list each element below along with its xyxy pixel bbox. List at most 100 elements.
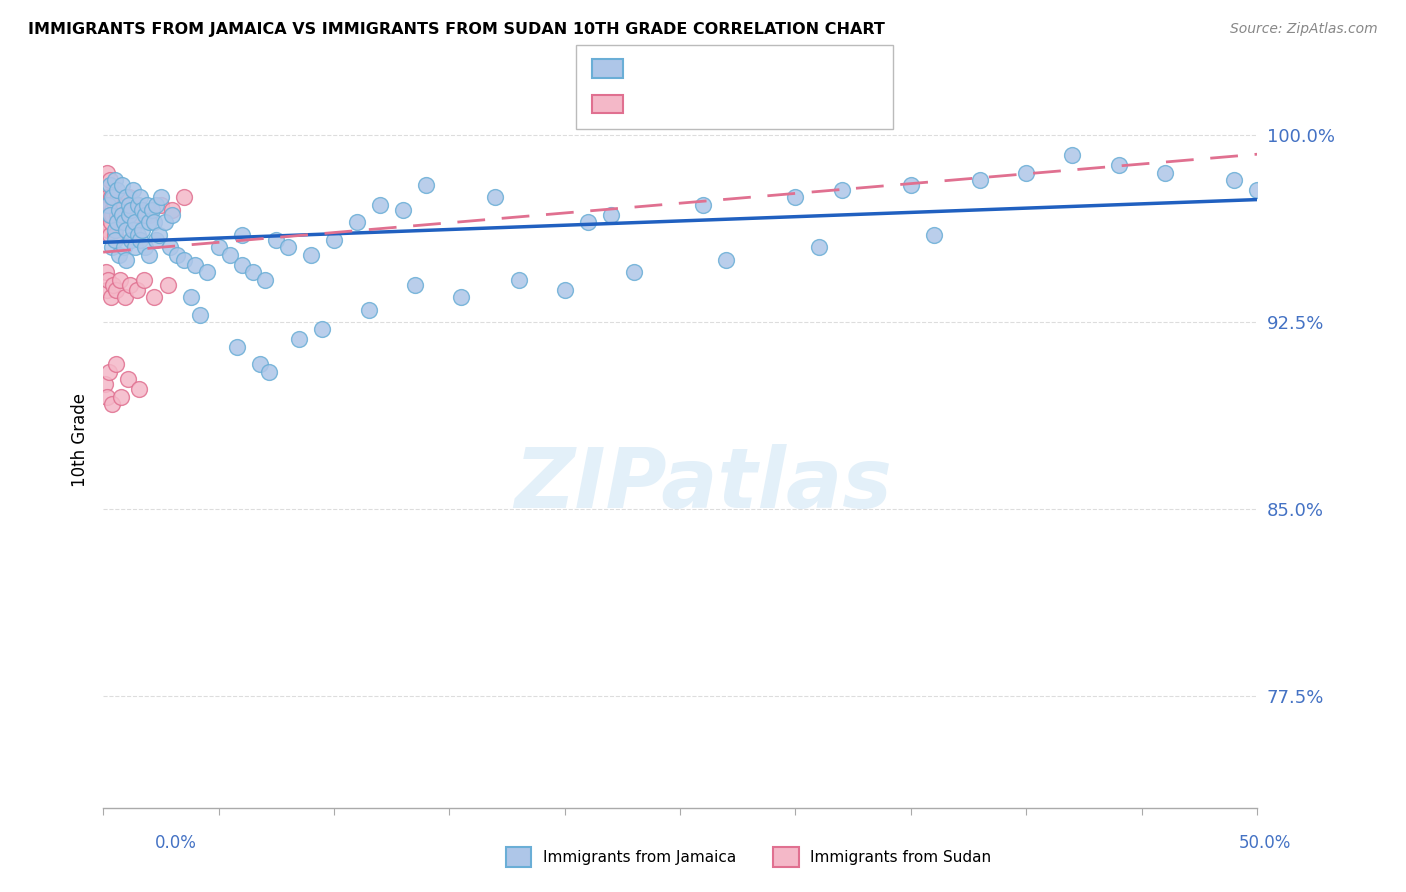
Point	[554, 283, 576, 297]
Point	[112, 198, 135, 212]
Point	[129, 190, 152, 204]
Point	[117, 190, 139, 204]
Point	[162, 208, 184, 222]
Point	[124, 240, 146, 254]
Point	[922, 227, 945, 242]
Point	[155, 215, 177, 229]
Point	[322, 233, 344, 247]
Point	[98, 208, 121, 222]
Point	[145, 198, 167, 212]
Text: Immigrants from Sudan: Immigrants from Sudan	[810, 850, 991, 864]
Text: ZIPatlas: ZIPatlas	[515, 444, 891, 524]
Point	[94, 377, 117, 392]
Text: 0.0%: 0.0%	[155, 834, 197, 852]
Point	[108, 248, 131, 262]
Point	[105, 183, 128, 197]
Point	[101, 208, 124, 222]
Point	[108, 202, 131, 217]
Text: Immigrants from Jamaica: Immigrants from Jamaica	[543, 850, 735, 864]
Point	[122, 183, 145, 197]
Point	[100, 290, 122, 304]
Point	[299, 248, 322, 262]
Point	[97, 190, 120, 204]
Point	[98, 198, 121, 212]
Point	[112, 215, 135, 229]
Point	[118, 277, 141, 292]
Point	[96, 390, 118, 404]
Text: R = 0.053   N = 57: R = 0.053 N = 57	[631, 93, 831, 112]
Point	[127, 198, 149, 212]
Point	[184, 258, 207, 272]
Point	[180, 290, 202, 304]
Point	[128, 382, 150, 396]
Point	[195, 265, 218, 279]
Point	[277, 240, 299, 254]
Point	[311, 322, 333, 336]
Point	[149, 190, 172, 204]
Point	[117, 372, 139, 386]
Point	[115, 190, 138, 204]
Point	[346, 215, 368, 229]
Point	[110, 178, 132, 192]
Point	[132, 273, 155, 287]
Point	[96, 283, 118, 297]
Point	[138, 215, 160, 229]
Point	[122, 223, 145, 237]
Point	[117, 198, 139, 212]
Point	[97, 198, 120, 212]
Point	[101, 240, 124, 254]
Point	[450, 290, 472, 304]
Point	[484, 190, 506, 204]
Point	[125, 283, 148, 297]
Point	[110, 208, 132, 222]
Point	[142, 290, 165, 304]
Point	[100, 215, 122, 229]
Point	[96, 165, 118, 179]
Point	[98, 178, 121, 192]
Point	[188, 308, 211, 322]
Text: Source: ZipAtlas.com: Source: ZipAtlas.com	[1230, 22, 1378, 37]
Point	[249, 357, 271, 371]
Point	[785, 190, 807, 204]
Point	[107, 190, 129, 204]
Point	[131, 202, 153, 217]
Point	[104, 173, 127, 187]
Point	[173, 252, 195, 267]
Point	[692, 198, 714, 212]
Point	[138, 208, 160, 222]
Point	[141, 202, 163, 217]
Point	[136, 198, 159, 212]
Point	[115, 223, 138, 237]
Point	[134, 240, 156, 254]
Point	[969, 173, 991, 187]
Point	[97, 365, 120, 379]
Text: IMMIGRANTS FROM JAMAICA VS IMMIGRANTS FROM SUDAN 10TH GRADE CORRELATION CHART: IMMIGRANTS FROM JAMAICA VS IMMIGRANTS FR…	[28, 22, 884, 37]
Point	[104, 198, 127, 212]
Point	[145, 233, 167, 247]
Point	[508, 273, 530, 287]
Point	[101, 190, 124, 204]
Point	[100, 190, 122, 204]
Point	[173, 190, 195, 204]
Point	[124, 215, 146, 229]
Point	[94, 265, 117, 279]
Point	[105, 215, 128, 229]
Point	[415, 178, 437, 192]
Point	[288, 333, 311, 347]
Point	[134, 208, 156, 222]
Point	[117, 208, 139, 222]
Point	[104, 223, 127, 237]
Point	[104, 227, 127, 242]
Point	[97, 183, 120, 197]
Point	[97, 223, 120, 237]
Point	[97, 208, 120, 222]
Point	[110, 390, 132, 404]
Point	[101, 277, 124, 292]
Point	[404, 277, 426, 292]
Point	[259, 365, 281, 379]
Point	[94, 208, 117, 222]
Point	[264, 233, 287, 247]
Point	[120, 233, 142, 247]
Point	[101, 202, 124, 217]
Point	[120, 202, 142, 217]
